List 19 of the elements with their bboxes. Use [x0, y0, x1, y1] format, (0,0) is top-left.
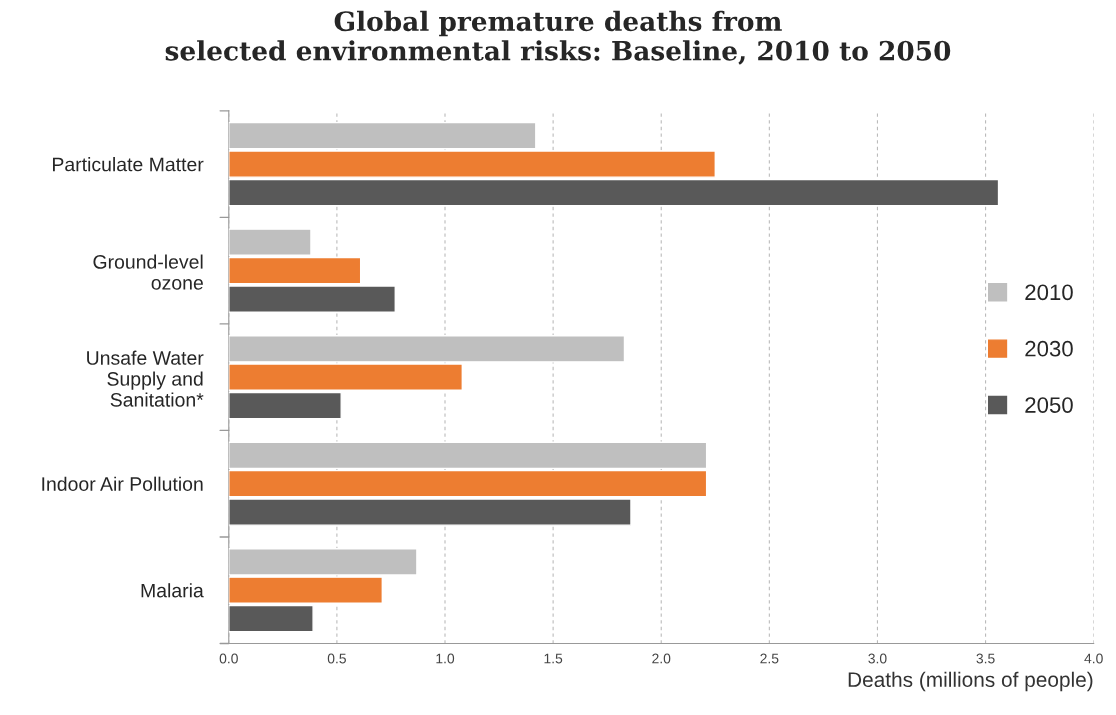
legend-label: 2050: [1025, 397, 1073, 413]
y-tick-label: Indoor Air Pollution: [42, 476, 203, 491]
legend-label: 2030: [1025, 340, 1073, 357]
x-tick-label: 1.0: [436, 653, 455, 664]
y-tick-label: Unsafe Water Supply and Sanitation*: [87, 350, 204, 407]
x-axis-title: Deaths (millions of people): [848, 671, 1093, 692]
x-tick-label: 0.5: [327, 653, 346, 664]
y-tick-label: Malaria: [141, 583, 204, 598]
x-tick-label: 2.5: [760, 653, 779, 664]
chart-title: Global premature deaths from selected environmental risks: Baseline, 2010 to 2050: [165, 10, 951, 65]
x-tick-label: 2.0: [652, 653, 671, 664]
x-tick-label: 3.5: [976, 653, 995, 664]
legend-label: 2010: [1025, 284, 1073, 301]
x-tick-label: 3.0: [868, 653, 887, 664]
y-tick-label: Particulate Matter: [53, 157, 204, 172]
x-tick-label: 4.0: [1084, 653, 1103, 664]
y-tick-label: Ground-level ozone: [93, 254, 203, 290]
x-tick-label: 0.0: [219, 653, 238, 664]
x-tick-label: 1.5: [544, 653, 563, 664]
